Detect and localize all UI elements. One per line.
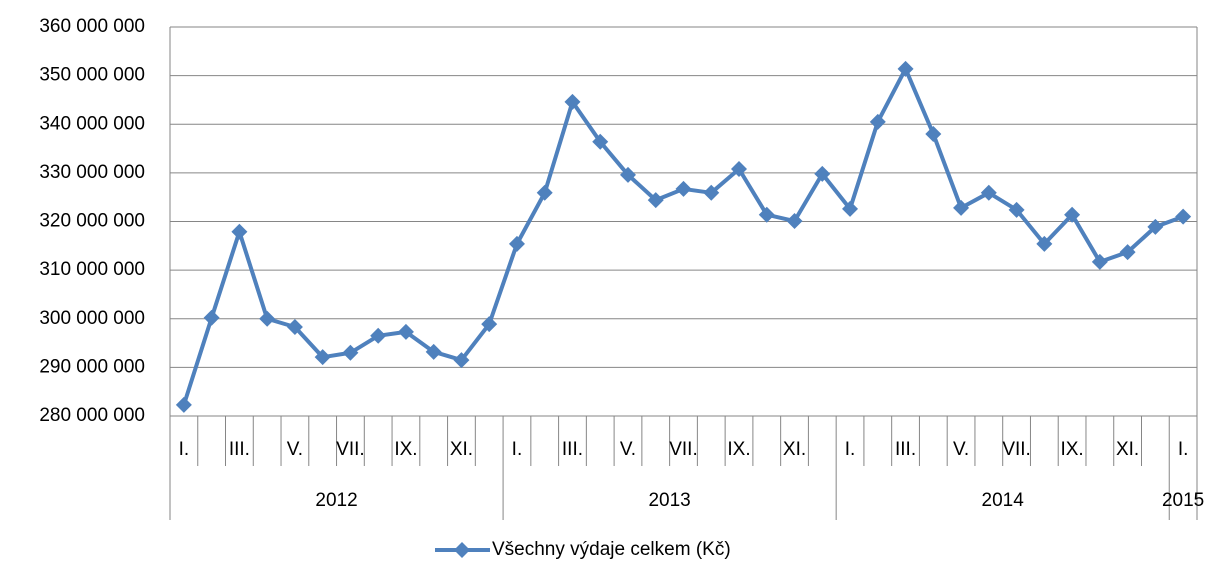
marker <box>453 352 470 369</box>
marker <box>1091 253 1108 270</box>
marker <box>203 309 220 326</box>
marker <box>953 199 970 216</box>
y-tick-label: 350 000 000 <box>39 65 145 86</box>
marker <box>1064 206 1081 223</box>
x-tick-label: IX. <box>727 439 750 460</box>
marker <box>703 184 720 201</box>
year-label: 2014 <box>982 490 1025 511</box>
x-tick-label: III. <box>229 439 250 460</box>
x-tick-label: IX. <box>394 439 417 460</box>
y-tick-label: 330 000 000 <box>39 162 145 183</box>
x-tick-label: I. <box>1178 439 1189 460</box>
marker <box>897 60 914 77</box>
marker <box>619 166 636 183</box>
x-tick-label: XI. <box>450 439 473 460</box>
marker <box>259 310 276 327</box>
marker <box>925 125 942 142</box>
x-tick-label: I. <box>179 439 190 460</box>
x-tick-label: VII. <box>1002 439 1031 460</box>
marker <box>842 200 859 217</box>
x-tick-label: V. <box>620 439 636 460</box>
y-tick-label: 340 000 000 <box>39 113 145 134</box>
x-tick-label: III. <box>895 439 916 460</box>
legend-marker <box>454 542 470 558</box>
x-tick-label: VII. <box>336 439 365 460</box>
y-tick-label: 280 000 000 <box>39 405 145 426</box>
x-tick-label: VII. <box>669 439 698 460</box>
x-tick-label: XI. <box>1116 439 1139 460</box>
marker <box>314 349 331 366</box>
marker <box>675 180 692 197</box>
y-tick-label: 300 000 000 <box>39 308 145 329</box>
marker <box>286 319 303 336</box>
marker <box>370 327 387 344</box>
marker <box>731 160 748 177</box>
marker <box>425 343 442 360</box>
marker <box>1008 201 1025 218</box>
x-tick-label: V. <box>287 439 303 460</box>
marker <box>481 316 498 333</box>
marker <box>564 93 581 110</box>
marker <box>1036 235 1053 252</box>
x-tick-label: I. <box>845 439 856 460</box>
y-tick-label: 360 000 000 <box>39 16 145 37</box>
year-label: 2012 <box>315 490 357 511</box>
marker <box>175 396 192 413</box>
marker <box>508 235 525 252</box>
marker <box>647 192 664 209</box>
year-label: 2015 <box>1162 490 1204 511</box>
marker <box>1147 218 1164 235</box>
y-tick-label: 310 000 000 <box>39 259 145 280</box>
marker <box>231 223 248 240</box>
x-tick-label: IX. <box>1060 439 1083 460</box>
marker <box>1119 244 1136 261</box>
x-tick-label: I. <box>512 439 523 460</box>
marker <box>536 184 553 201</box>
marker <box>592 133 609 150</box>
x-tick-label: XI. <box>783 439 806 460</box>
x-tick-label: V. <box>953 439 969 460</box>
marker <box>980 184 997 201</box>
marker <box>786 213 803 230</box>
year-label: 2013 <box>648 490 690 511</box>
marker <box>397 323 414 340</box>
series-line <box>181 66 1184 406</box>
marker <box>869 113 886 130</box>
marker <box>814 165 831 182</box>
y-tick-label: 290 000 000 <box>39 356 145 377</box>
y-tick-label: 320 000 000 <box>39 211 145 232</box>
marker <box>1175 208 1192 225</box>
marker <box>342 344 359 361</box>
legend-label: Všechny výdaje celkem (Kč) <box>492 539 731 560</box>
x-tick-label: III. <box>562 439 583 460</box>
marker <box>758 206 775 223</box>
